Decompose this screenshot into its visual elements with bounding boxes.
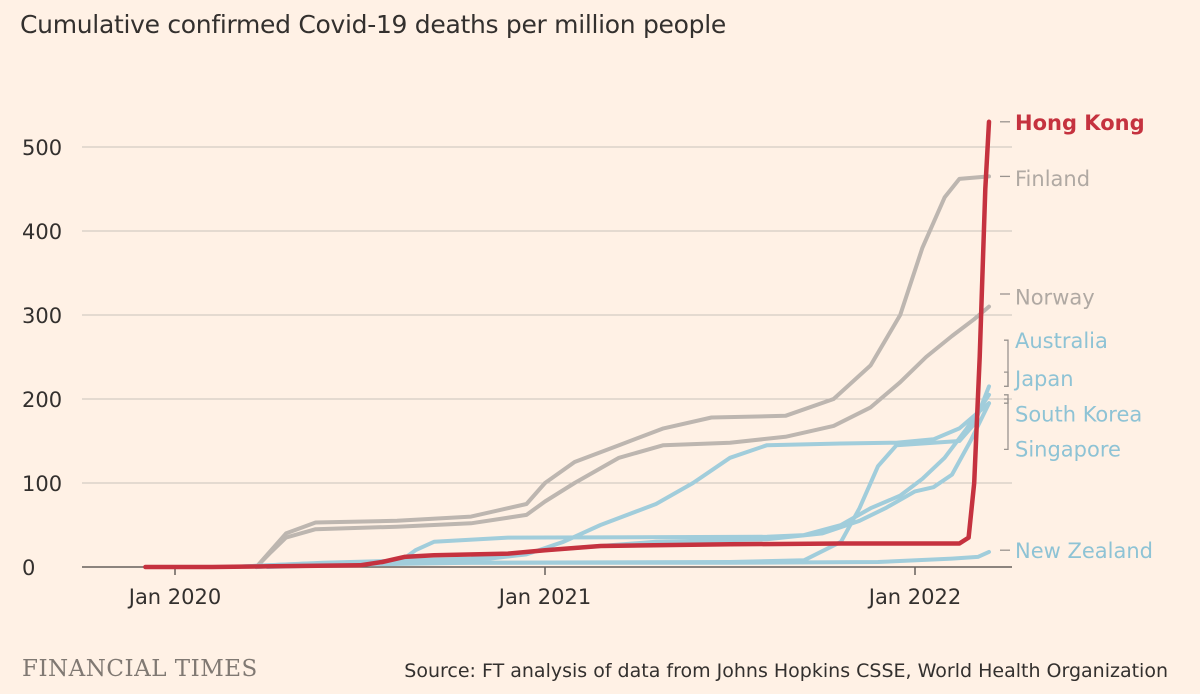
x-tick-label: Jan 2020 — [127, 585, 222, 609]
chart-title: Cumulative confirmed Covid-19 deaths per… — [20, 10, 726, 39]
series-line-hong-kong — [143, 119, 992, 570]
y-tick-label-100: 100 — [22, 472, 62, 496]
series-label-australia: Australia — [1015, 329, 1108, 353]
x-axis: Jan 2020 Jan 2021 Jan 2022 — [127, 567, 962, 609]
label-bracket-japan — [1004, 371, 1009, 388]
x-tick-label: Jan 2022 — [867, 585, 962, 609]
series-labels: Hong Kong Finland Norway Australia Japan Sout… — [1000, 111, 1153, 563]
series-line-finland — [254, 174, 991, 569]
series-line-south-korea — [228, 401, 991, 569]
series-label-finland: Finland — [1015, 167, 1090, 191]
series-label-norway: Norway — [1015, 286, 1095, 310]
series-lines — [143, 119, 992, 570]
y-tick-label-300: 300 — [22, 304, 62, 328]
series-line-australia — [254, 392, 991, 569]
y-axis-ticks: 0 100 200 300 400 500 — [22, 136, 62, 580]
ft-logo: FINANCIAL TIMES — [22, 656, 258, 682]
series-line-norway — [254, 304, 991, 569]
series-label-singapore: Singapore — [1015, 438, 1121, 462]
series-label-south-korea: South Korea — [1015, 402, 1142, 426]
series-label-japan: Japan — [1013, 367, 1074, 391]
y-tick-label-200: 200 — [22, 388, 62, 412]
series-line-singapore — [265, 384, 991, 569]
y-tick-label-400: 400 — [22, 220, 62, 244]
label-bracket-singapore — [1004, 398, 1009, 451]
series-label-hong-kong: Hong Kong — [1015, 111, 1145, 135]
gridlines — [82, 146, 1012, 568]
x-tick-label: Jan 2021 — [497, 585, 592, 609]
y-tick-label-500: 500 — [22, 136, 62, 160]
source-note: Source: FT analysis of data from Johns H… — [404, 660, 1168, 682]
y-tick-label-0: 0 — [22, 556, 35, 580]
series-label-new-zealand: New Zealand — [1015, 539, 1153, 563]
series-line-new-zealand — [254, 549, 991, 569]
